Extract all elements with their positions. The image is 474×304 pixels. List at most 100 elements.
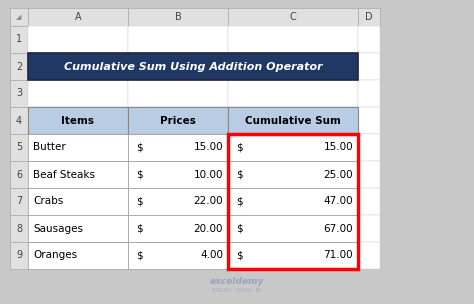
Text: $: $ xyxy=(236,250,243,261)
Bar xyxy=(358,53,380,80)
Text: Cumulative Sum: Cumulative Sum xyxy=(245,116,341,126)
Bar xyxy=(358,215,380,242)
Bar xyxy=(28,134,128,161)
Bar xyxy=(28,161,128,188)
Text: 6: 6 xyxy=(16,170,22,179)
Text: 8: 8 xyxy=(16,223,22,233)
Bar xyxy=(28,242,128,269)
Bar xyxy=(128,8,228,26)
Bar xyxy=(128,134,228,161)
Bar xyxy=(228,242,358,269)
Bar xyxy=(10,188,28,215)
Bar xyxy=(28,188,128,215)
Bar xyxy=(228,8,358,26)
Bar xyxy=(228,242,358,269)
Bar xyxy=(358,161,380,188)
Bar xyxy=(10,161,28,188)
Bar xyxy=(28,161,128,188)
Bar xyxy=(228,134,358,161)
Bar xyxy=(128,107,228,134)
Text: $: $ xyxy=(136,250,143,261)
Text: Prices: Prices xyxy=(160,116,196,126)
Bar xyxy=(10,80,28,107)
Bar xyxy=(10,242,28,269)
Text: 47.00: 47.00 xyxy=(323,196,353,206)
Bar xyxy=(28,26,128,53)
Text: 1: 1 xyxy=(16,34,22,44)
Bar xyxy=(358,8,380,26)
Bar xyxy=(28,107,128,134)
Text: 15.00: 15.00 xyxy=(323,143,353,153)
Text: 5: 5 xyxy=(16,143,22,153)
Bar xyxy=(28,215,128,242)
Text: $: $ xyxy=(236,143,243,153)
Bar xyxy=(358,26,380,53)
Text: EXCEL  DATA  BI: EXCEL DATA BI xyxy=(212,288,262,293)
Bar xyxy=(10,53,28,80)
Bar xyxy=(128,134,228,161)
Bar xyxy=(28,80,128,107)
Bar xyxy=(128,26,228,53)
Text: Items: Items xyxy=(62,116,94,126)
Text: Beaf Steaks: Beaf Steaks xyxy=(33,170,95,179)
Text: 71.00: 71.00 xyxy=(323,250,353,261)
Bar xyxy=(28,53,128,80)
Bar xyxy=(128,188,228,215)
Text: 3: 3 xyxy=(16,88,22,98)
Text: $: $ xyxy=(236,223,243,233)
Text: 4: 4 xyxy=(16,116,22,126)
Bar xyxy=(10,8,28,26)
Text: $: $ xyxy=(136,223,143,233)
Bar xyxy=(128,107,228,134)
Bar xyxy=(10,134,28,161)
Text: 22.00: 22.00 xyxy=(193,196,223,206)
Text: Sausages: Sausages xyxy=(33,223,83,233)
Text: B: B xyxy=(174,12,182,22)
Bar xyxy=(228,26,358,53)
Text: 10.00: 10.00 xyxy=(193,170,223,179)
Bar xyxy=(228,188,358,215)
Text: Oranges: Oranges xyxy=(33,250,77,261)
Bar xyxy=(28,107,128,134)
Bar xyxy=(358,188,380,215)
Bar xyxy=(28,242,128,269)
Text: 7: 7 xyxy=(16,196,22,206)
Text: Butter: Butter xyxy=(33,143,66,153)
Bar xyxy=(128,53,228,80)
Bar xyxy=(228,161,358,188)
Bar xyxy=(10,215,28,242)
Bar xyxy=(228,134,358,161)
Bar xyxy=(128,80,228,107)
Text: 67.00: 67.00 xyxy=(323,223,353,233)
Text: 15.00: 15.00 xyxy=(193,143,223,153)
Text: 2: 2 xyxy=(16,61,22,71)
Text: 20.00: 20.00 xyxy=(193,223,223,233)
Text: $: $ xyxy=(236,196,243,206)
Bar xyxy=(28,188,128,215)
Bar xyxy=(228,215,358,242)
Text: ◢: ◢ xyxy=(16,14,22,20)
Text: C: C xyxy=(290,12,296,22)
Text: A: A xyxy=(75,12,82,22)
Bar xyxy=(358,134,380,161)
Text: 9: 9 xyxy=(16,250,22,261)
Bar xyxy=(10,107,28,134)
Text: 25.00: 25.00 xyxy=(323,170,353,179)
Bar xyxy=(228,107,358,134)
Bar xyxy=(358,80,380,107)
Bar xyxy=(28,53,358,80)
Bar xyxy=(228,107,358,134)
Bar xyxy=(228,53,358,80)
Bar xyxy=(28,215,128,242)
Bar xyxy=(10,26,28,53)
Bar xyxy=(228,188,358,215)
Bar xyxy=(128,215,228,242)
Bar xyxy=(228,134,358,269)
Bar xyxy=(128,161,228,188)
Text: 4.00: 4.00 xyxy=(200,250,223,261)
Bar xyxy=(128,161,228,188)
Text: D: D xyxy=(365,12,373,22)
Bar xyxy=(128,242,228,269)
Bar xyxy=(128,188,228,215)
Bar xyxy=(28,134,128,161)
